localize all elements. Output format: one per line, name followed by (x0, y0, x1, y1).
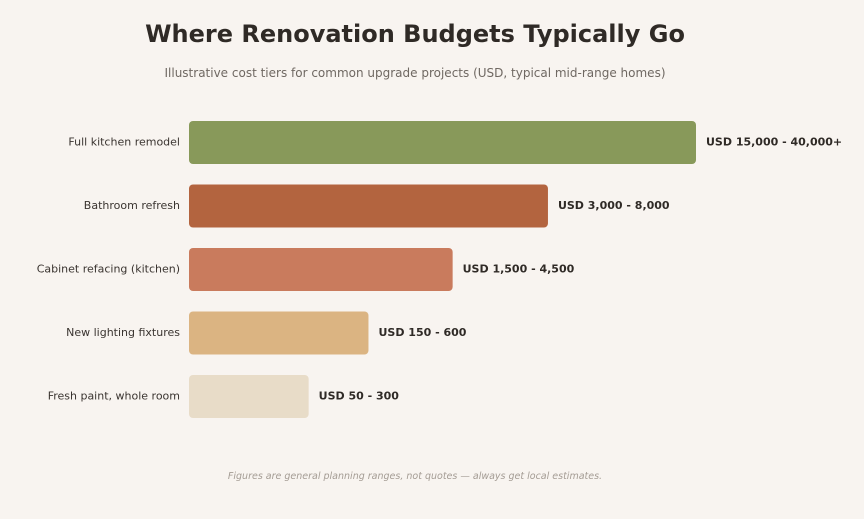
bar-group-full-kitchen-remodel: Full kitchen remodel USD 15,000 - 40,000+ (68, 121, 842, 164)
value-label-cabinet-refacing-kitchen: USD 1,500 - 4,500 (463, 263, 575, 276)
value-label-full-kitchen-remodel: USD 15,000 - 40,000+ (706, 136, 842, 149)
value-label-new-lighting-fixtures: USD 150 - 600 (378, 326, 466, 339)
chart-subtitle: Illustrative cost tiers for common upgra… (164, 66, 666, 80)
category-label-fresh-paint-whole-room: Fresh paint, whole room (48, 390, 180, 403)
chart-title: Where Renovation Budgets Typically Go (145, 20, 685, 48)
bar-cabinet-refacing-kitchen (189, 248, 453, 291)
bar-new-lighting-fixtures (189, 311, 369, 355)
bar-fresh-paint-whole-room (189, 375, 309, 418)
value-label-bathroom-refresh: USD 3,000 - 8,000 (558, 199, 670, 212)
bar-group-bathroom-refresh: Bathroom refresh USD 3,000 - 8,000 (84, 184, 670, 228)
category-label-full-kitchen-remodel: Full kitchen remodel (68, 136, 180, 149)
bar-group-new-lighting-fixtures: New lighting fixtures USD 150 - 600 (66, 311, 467, 355)
category-label-cabinet-refacing-kitchen: Cabinet refacing (kitchen) (37, 263, 180, 276)
bar-bathroom-refresh (189, 184, 548, 228)
bar-group-fresh-paint-whole-room: Fresh paint, whole room USD 50 - 300 (48, 375, 400, 418)
bar-full-kitchen-remodel (189, 121, 696, 164)
bar-group-cabinet-refacing-kitchen: Cabinet refacing (kitchen) USD 1,500 - 4,… (37, 248, 575, 291)
category-label-new-lighting-fixtures: New lighting fixtures (66, 326, 180, 339)
chart-footnote: Figures are general planning ranges, not… (227, 471, 603, 482)
category-label-bathroom-refresh: Bathroom refresh (84, 199, 180, 212)
value-label-fresh-paint-whole-room: USD 50 - 300 (319, 390, 400, 403)
